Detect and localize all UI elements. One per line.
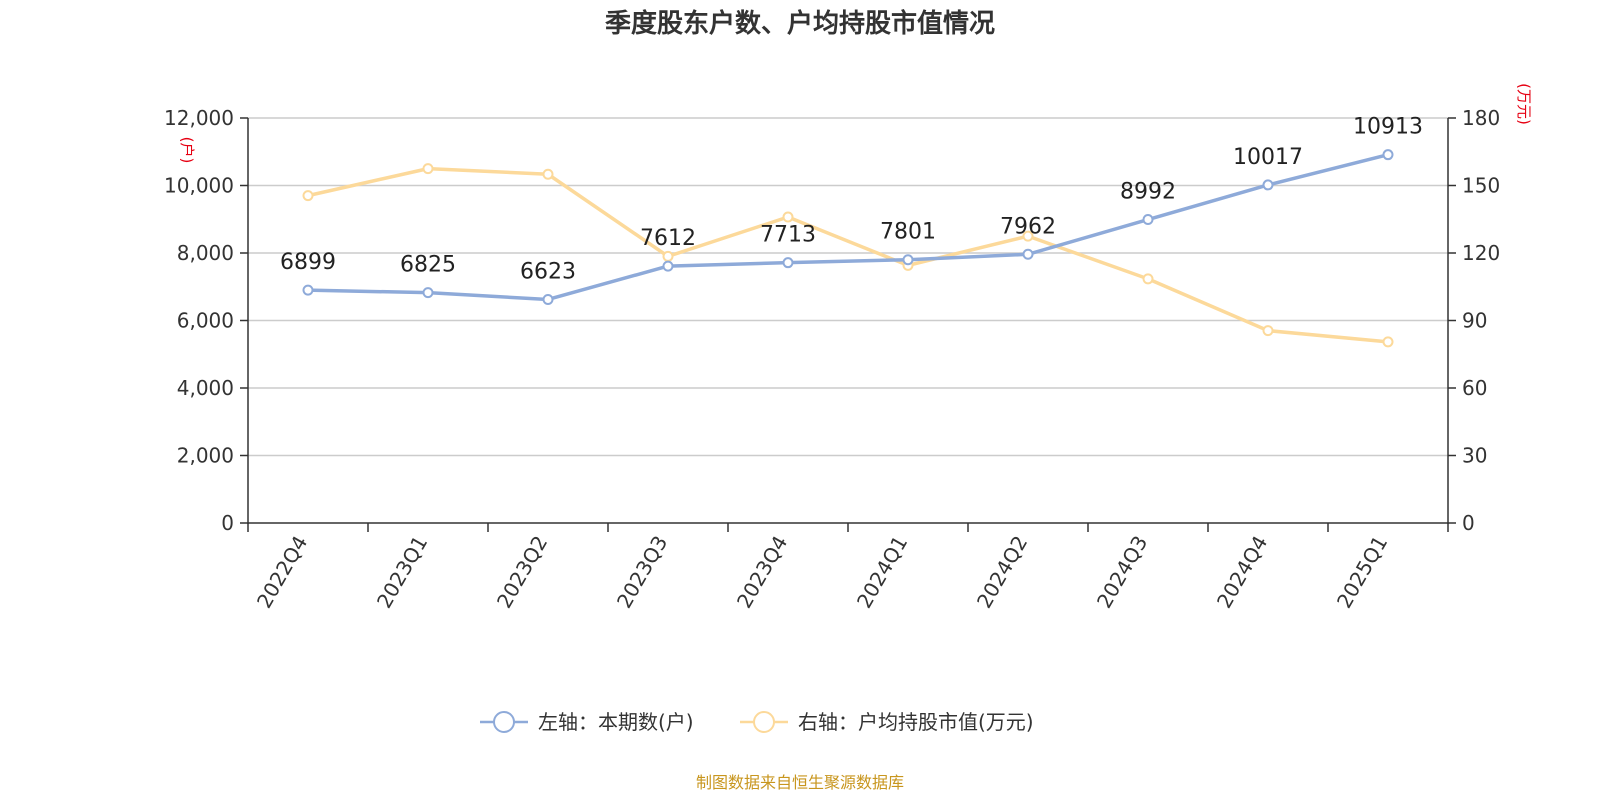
data-point-0: [422, 287, 434, 299]
left-axis-tick-label: 10,000: [164, 174, 234, 198]
right-axis-tick-label: 0: [1462, 511, 1475, 535]
chart-title: 季度股东户数、户均持股市值情况: [605, 8, 995, 39]
data-point-1: [1022, 230, 1034, 242]
data-label: 7612: [640, 226, 696, 251]
legend-item[interactable]: 右轴：户均持股市值(万元): [740, 710, 1034, 734]
right-axis-tick-label: 60: [1462, 376, 1487, 400]
data-label: 10017: [1233, 145, 1303, 170]
legend-label: 左轴：本期数(户): [538, 710, 694, 734]
legend-label: 右轴：户均持股市值(万元): [798, 710, 1034, 734]
data-point-1: [302, 190, 314, 202]
legend-marker: [493, 711, 515, 733]
right-axis-tick-label: 180: [1462, 106, 1500, 130]
left-axis-tick-label: 4,000: [177, 376, 234, 400]
series-line-1: [306, 166, 1390, 344]
x-axis-tick-label: 2022Q4: [252, 532, 312, 613]
data-label: 7801: [880, 220, 936, 245]
data-label: 7962: [1000, 214, 1056, 239]
data-label: 10913: [1353, 115, 1423, 140]
series-line-0: [306, 152, 1390, 302]
data-label: 8992: [1120, 180, 1176, 205]
data-point-0: [1142, 214, 1154, 226]
data-point-1: [662, 250, 674, 262]
left-axis-tick-labels: 0 2,000 4,000 6,000 8,000 10,000 12,000: [164, 106, 234, 535]
data-point-0: [1382, 149, 1394, 161]
x-axis-tick-labels: 2022Q4 2023Q1 2023Q2 2023Q3 2023Q4 2024Q1 2024…: [252, 532, 1392, 613]
data-point-1: [1142, 273, 1154, 285]
left-axis-tick-label: 2,000: [177, 444, 234, 468]
data-point-1: [422, 163, 434, 175]
right-axis-tick-label: 150: [1462, 174, 1500, 198]
right-axis-tick-label: 90: [1462, 309, 1487, 333]
data-point-0: [1262, 179, 1274, 191]
data-point-0: [902, 254, 914, 266]
right-axis-tick-label: 120: [1462, 241, 1500, 265]
x-axis-tick-label: 2023Q1: [372, 532, 432, 613]
legend[interactable]: 左轴：本期数(户) 右轴：户均持股市值(万元): [480, 710, 1034, 734]
right-axis-tick-label: 30: [1462, 444, 1487, 468]
left-axis-unit: (户): [178, 137, 196, 164]
legend-marker: [753, 711, 775, 733]
legend-item[interactable]: 左轴：本期数(户): [480, 710, 694, 734]
data-point-0: [302, 284, 314, 296]
data-point-0: [1022, 248, 1034, 260]
data-point-0: [542, 293, 554, 305]
x-axis-tick-label: 2025Q1: [1332, 532, 1392, 613]
data-point-1: [1382, 336, 1394, 348]
left-axis-tick-label: 12,000: [164, 106, 234, 130]
right-axis-tick-labels: 0 30 60 90 120 150 180: [1462, 106, 1500, 535]
data-point-1: [542, 168, 554, 180]
data-point-1: [1262, 325, 1274, 337]
x-axis-tick-label: 2024Q2: [972, 532, 1032, 613]
data-label: 7713: [760, 223, 816, 248]
data-label: 6899: [280, 250, 336, 275]
data-labels: 6899 6825 6623 7612 7713 7801 7962 8992 10017 109…: [280, 115, 1423, 285]
x-axis-tick-label: 2023Q3: [612, 532, 672, 613]
left-axis-tick-label: 0: [221, 511, 234, 535]
grid-lines: [248, 117, 1448, 457]
x-axis-tick-label: 2023Q4: [732, 532, 792, 613]
x-axis-tick-label: 2024Q4: [1212, 532, 1272, 613]
right-axis-unit: (万元): [1515, 83, 1533, 125]
x-axis-tick-label: 2023Q2: [492, 532, 552, 613]
series-layer: [302, 149, 1394, 348]
data-point-0: [782, 257, 794, 269]
left-axis-tick-label: 8,000: [177, 241, 234, 265]
data-point-0: [662, 260, 674, 272]
axes: [240, 117, 1456, 532]
x-axis-tick-label: 2024Q3: [1092, 532, 1152, 613]
data-source-note: 制图数据来自恒生聚源数据库: [696, 773, 904, 792]
data-label: 6825: [400, 253, 456, 278]
x-axis-tick-label: 2024Q1: [852, 532, 912, 613]
data-label: 6623: [520, 259, 576, 284]
data-point-1: [782, 211, 794, 223]
left-axis-tick-label: 6,000: [177, 309, 234, 333]
